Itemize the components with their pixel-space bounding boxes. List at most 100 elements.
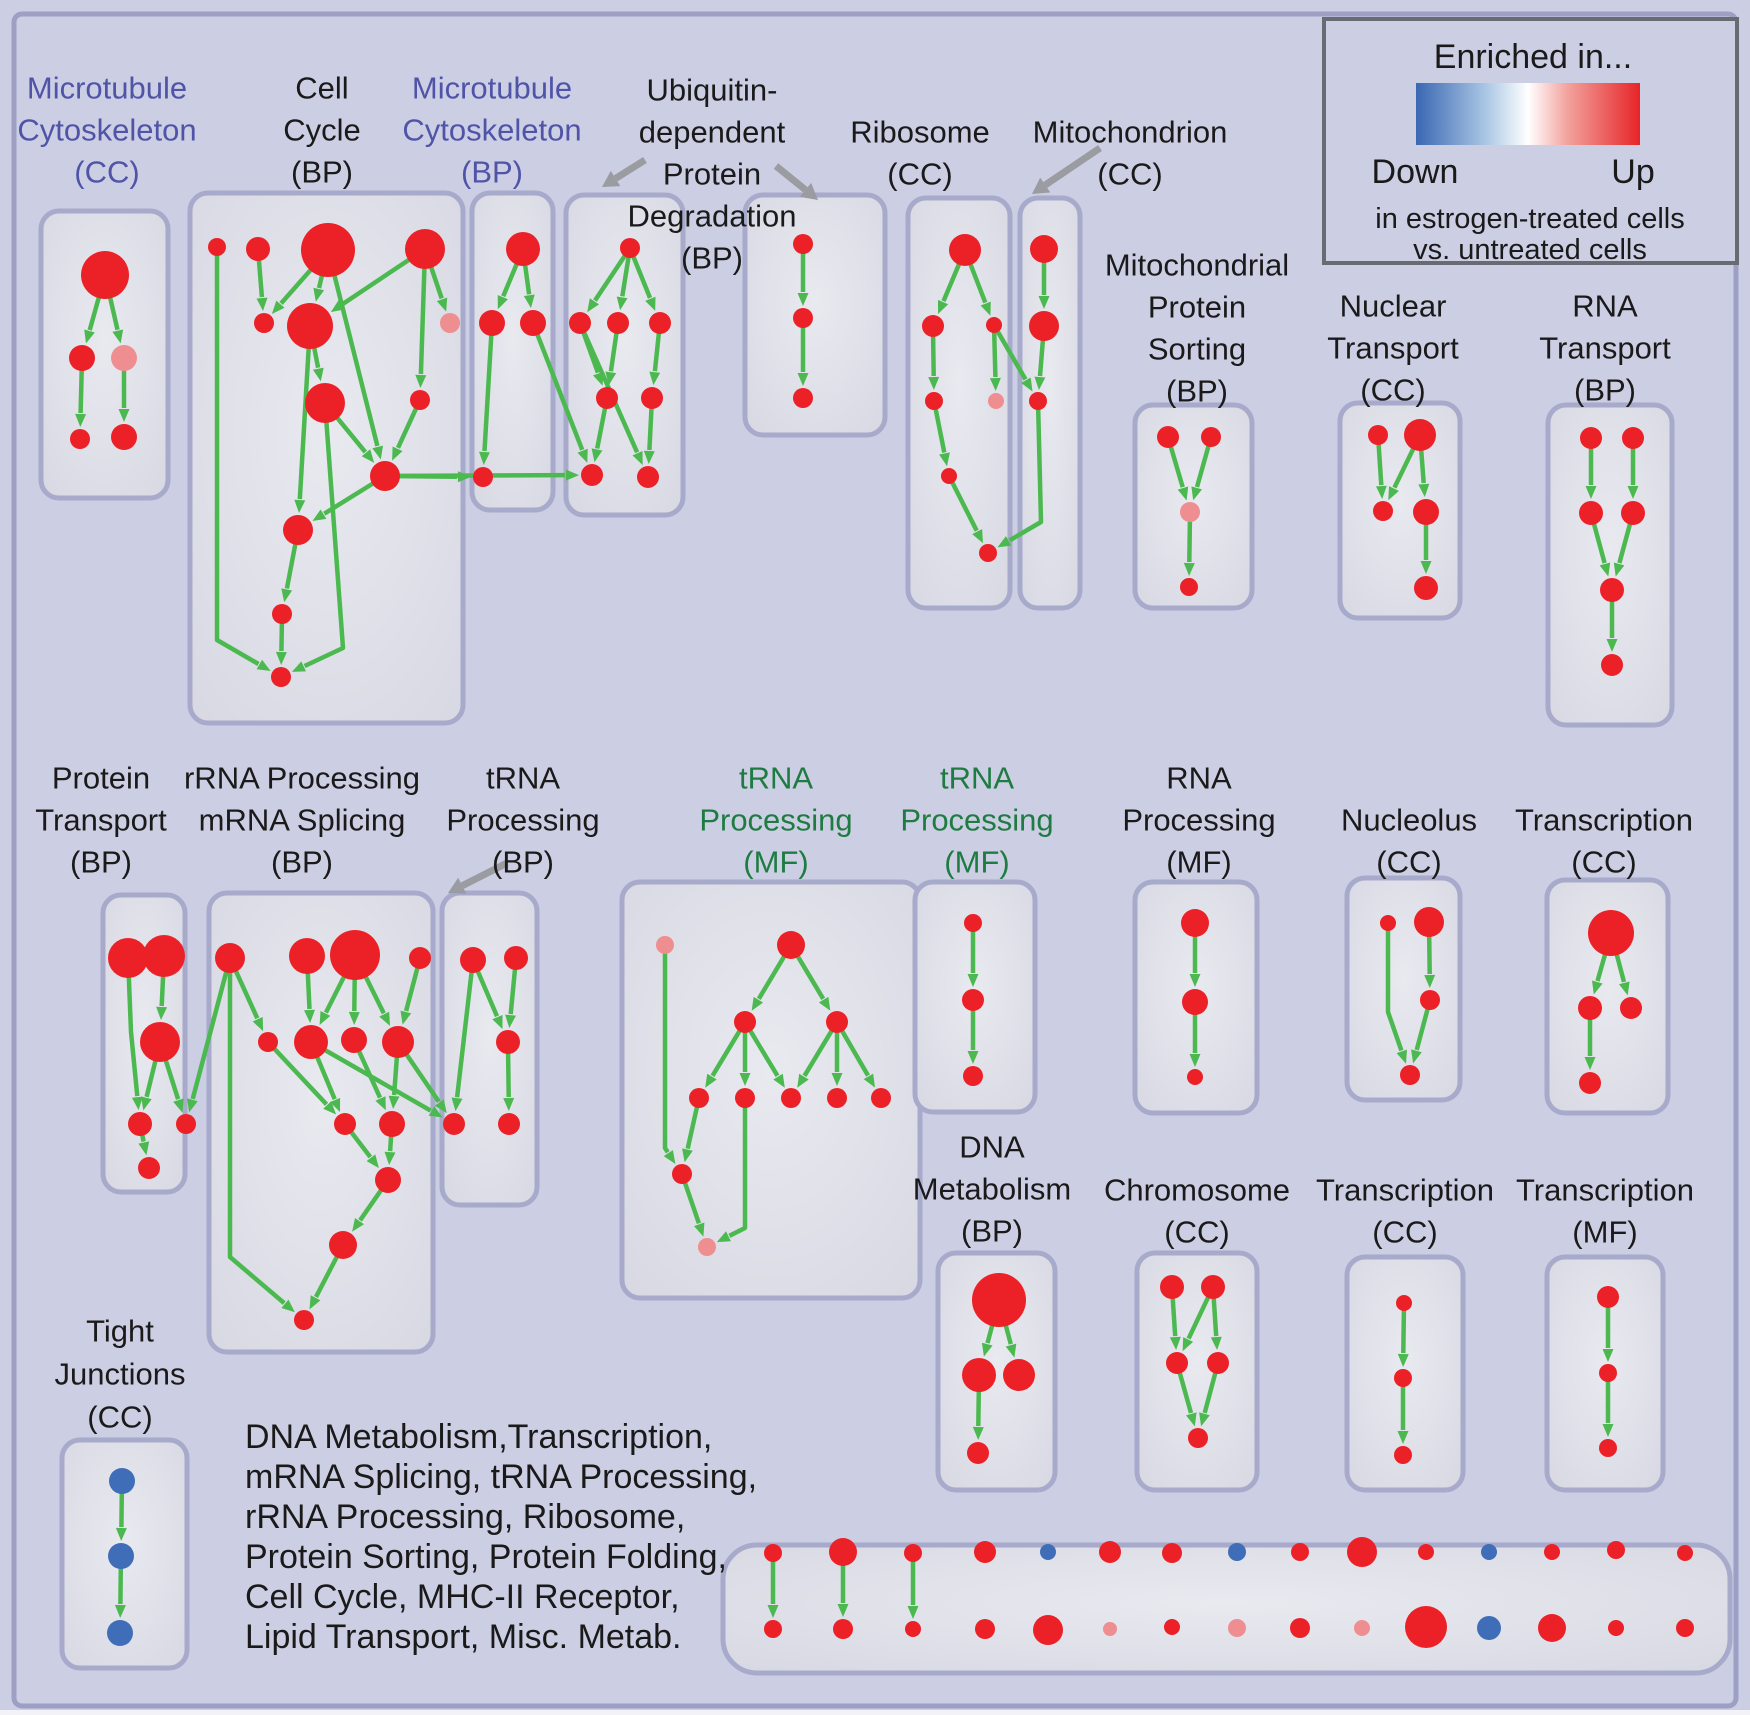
edge-line bbox=[403, 967, 420, 1012]
edge-arrowhead bbox=[313, 287, 325, 302]
edge-arrowhead bbox=[739, 1073, 751, 1086]
edge-arrowhead bbox=[434, 1099, 447, 1114]
node-uC-red bbox=[649, 312, 671, 334]
edge-arrowhead bbox=[256, 297, 268, 311]
label-cell-cycle-bp: Cell Cycle (BP) bbox=[283, 71, 361, 190]
trna-bp-arrow-head bbox=[448, 877, 467, 894]
node-q12b-blue bbox=[1477, 1616, 1501, 1640]
node-rb6-red bbox=[941, 468, 957, 484]
edge-arrowhead bbox=[75, 413, 87, 427]
node-x3-red bbox=[504, 946, 528, 970]
node-w5-red bbox=[258, 1032, 278, 1052]
edge-arrowhead bbox=[1602, 1424, 1614, 1437]
edge-arrowhead bbox=[1606, 639, 1618, 652]
edge-arrowhead bbox=[863, 1073, 875, 1088]
edge-arrowhead bbox=[643, 450, 655, 464]
node-pt1-red bbox=[108, 938, 148, 978]
node-uE-red bbox=[641, 387, 663, 409]
node-q01b-red bbox=[764, 1620, 782, 1638]
edge-arrowhead bbox=[767, 1605, 779, 1618]
edge-arrowhead bbox=[330, 1097, 341, 1112]
node-tc2-red bbox=[1578, 996, 1602, 1020]
node-mtcc2-red bbox=[69, 345, 95, 371]
edge-line bbox=[315, 1055, 337, 1100]
node-q02t-red bbox=[829, 1538, 857, 1566]
edge-arrowhead bbox=[591, 448, 603, 463]
cluster-box-nucleolus-cc bbox=[1344, 875, 1463, 1103]
node-uD-red bbox=[596, 387, 618, 409]
edge-line bbox=[593, 254, 627, 302]
edge-arrowhead bbox=[309, 1295, 321, 1310]
edge-arrowhead bbox=[400, 1010, 412, 1025]
edge-line bbox=[139, 1134, 146, 1142]
node-cc_a-red bbox=[208, 238, 226, 256]
edge-arrowhead bbox=[1592, 980, 1603, 995]
edge-arrowhead bbox=[1396, 1049, 1407, 1064]
node-rb1-red bbox=[949, 234, 981, 266]
node-cc_i-red bbox=[410, 390, 430, 410]
node-dm4-red bbox=[967, 1442, 989, 1464]
edge-arrowhead bbox=[291, 661, 306, 672]
node-q04t-red bbox=[974, 1541, 996, 1563]
node-cc_d-red bbox=[405, 229, 445, 269]
node-w12-red bbox=[329, 1231, 357, 1259]
node-q01t-red bbox=[764, 1544, 782, 1562]
edge-line bbox=[358, 1188, 384, 1222]
edge-line bbox=[1186, 1295, 1211, 1340]
node-m2b-red bbox=[962, 989, 984, 1011]
edge-arrowhead bbox=[645, 296, 656, 311]
cluster-box-rrna-processing-mrna-splicing-bp bbox=[206, 890, 436, 1355]
edge-arrowhead bbox=[566, 469, 579, 481]
edge-line bbox=[233, 969, 260, 1020]
ubiquitin-arrow-right-head bbox=[799, 182, 818, 200]
cluster-box-transcription-cc-mid bbox=[1544, 877, 1671, 1116]
edge-arrowhead bbox=[1599, 562, 1611, 577]
edge-arrowhead bbox=[1189, 974, 1201, 987]
edge-arrowhead bbox=[323, 1101, 337, 1115]
edge-arrowhead bbox=[716, 1231, 731, 1243]
node-mt_1-red bbox=[1030, 235, 1058, 263]
node-rt2-red bbox=[1622, 427, 1644, 449]
node-tj3-blue bbox=[107, 1620, 133, 1646]
edge-arrowhead bbox=[967, 1051, 979, 1064]
edge-arrowhead bbox=[1375, 485, 1387, 499]
edge-line bbox=[78, 369, 84, 414]
label-transcription-mf: Transcription (MF) bbox=[1516, 1173, 1694, 1250]
edge-line bbox=[428, 266, 444, 300]
edge-arrowhead bbox=[1424, 974, 1436, 988]
edge-line bbox=[87, 296, 102, 331]
edge-arrows bbox=[75, 253, 1639, 1619]
node-y1-red bbox=[777, 931, 805, 959]
label-chromosome-cc: Chromosome (CC) bbox=[1104, 1173, 1290, 1250]
legend-title: Enriched in... bbox=[1434, 38, 1632, 76]
edge-line bbox=[1211, 1297, 1219, 1337]
edge-line bbox=[710, 1029, 742, 1077]
cluster-box-mixed-terms-strip bbox=[720, 1542, 1733, 1676]
edge-line bbox=[303, 421, 346, 669]
node-ch3-red bbox=[1166, 1352, 1188, 1374]
node-w4-red bbox=[409, 947, 431, 969]
edge-arrowhead bbox=[694, 1222, 705, 1237]
edge-line bbox=[190, 970, 229, 1100]
node-q03t-red bbox=[904, 1544, 922, 1562]
edge-arrowhead bbox=[980, 301, 991, 316]
edge-arrowhead bbox=[131, 1096, 143, 1111]
node-y3-red bbox=[826, 1011, 848, 1033]
edge-line bbox=[1401, 1309, 1407, 1354]
node-nt4-red bbox=[1413, 499, 1439, 525]
edge-arrowhead bbox=[271, 300, 285, 314]
edge-line bbox=[159, 975, 166, 1007]
edge-arrowhead bbox=[523, 294, 535, 309]
node-q15t-red bbox=[1677, 1545, 1693, 1561]
node-q14b-red bbox=[1608, 1620, 1624, 1636]
edge-line bbox=[756, 955, 787, 1000]
edge-line bbox=[662, 953, 670, 1154]
edge-arrowhead bbox=[928, 376, 940, 390]
edge-arrowhead bbox=[319, 1011, 331, 1025]
node-tc3-red bbox=[1620, 997, 1642, 1019]
node-q13t-red bbox=[1544, 1544, 1560, 1560]
node-dm3-red bbox=[1003, 1359, 1035, 1391]
edge-line bbox=[933, 408, 947, 453]
edge-line bbox=[1037, 339, 1046, 377]
edge-arrowhead bbox=[1418, 483, 1430, 497]
